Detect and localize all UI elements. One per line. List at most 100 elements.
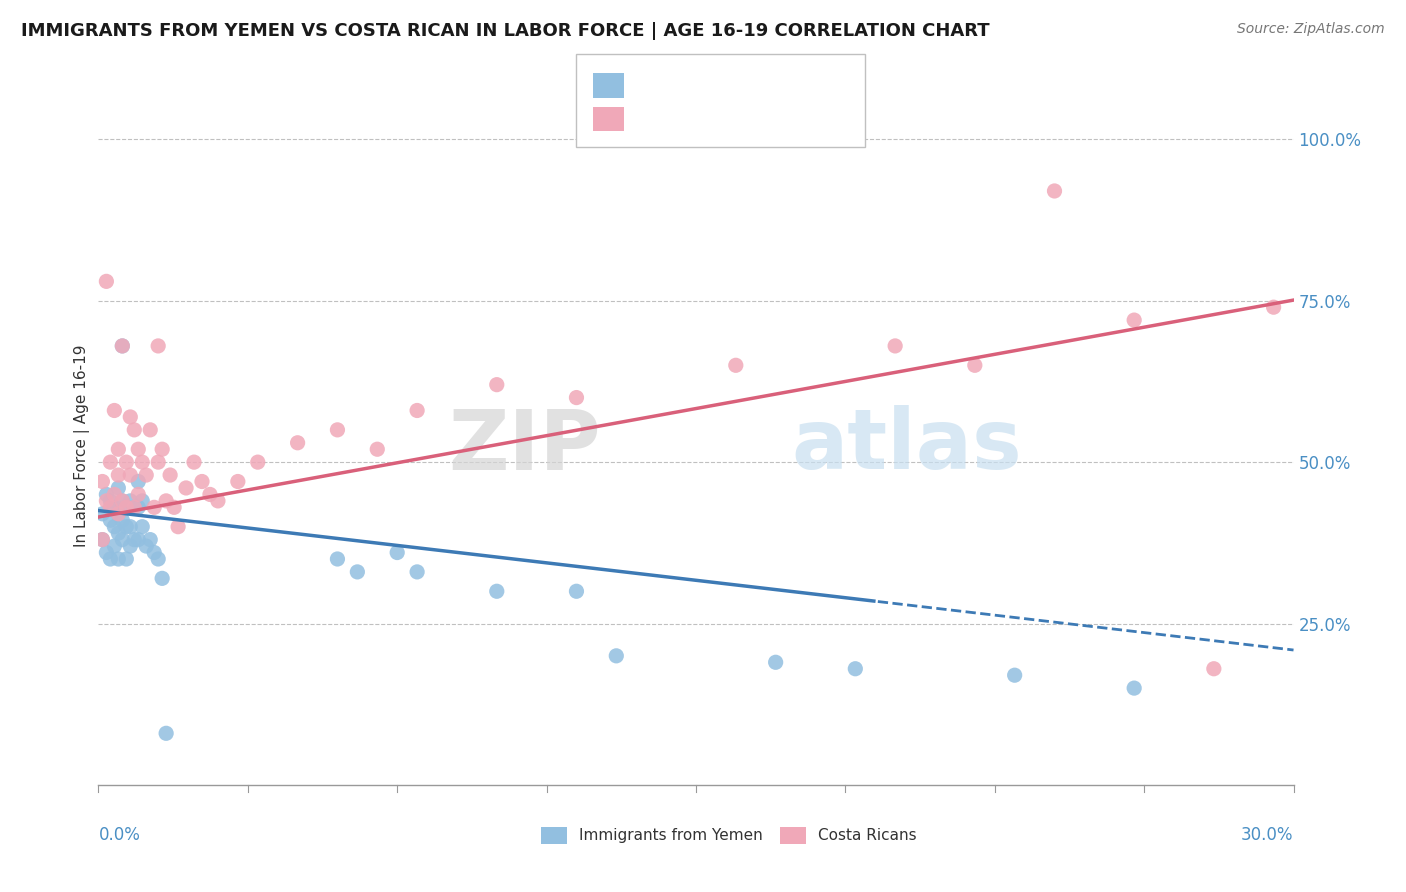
- Point: [91, 533, 114, 547]
- Text: Costa Ricans: Costa Ricans: [818, 829, 917, 843]
- Point: [207, 494, 229, 508]
- Point: [103, 539, 125, 553]
- Point: [111, 494, 134, 508]
- Point: [107, 468, 129, 483]
- Text: atlas: atlas: [792, 406, 1022, 486]
- Point: [167, 519, 190, 533]
- Text: 30.0%: 30.0%: [1241, 826, 1294, 844]
- Point: [1043, 184, 1066, 198]
- Point: [155, 494, 177, 508]
- Point: [115, 455, 138, 469]
- Point: [143, 500, 166, 515]
- Point: [127, 500, 149, 515]
- Point: [139, 423, 162, 437]
- Point: [107, 526, 129, 541]
- Point: [98, 513, 122, 527]
- Point: [143, 545, 166, 559]
- Point: [111, 513, 134, 527]
- Point: [1123, 313, 1146, 327]
- Point: [96, 494, 118, 508]
- Point: [111, 494, 134, 508]
- Point: [115, 519, 138, 533]
- Point: [326, 423, 349, 437]
- Point: [103, 403, 125, 417]
- Point: [115, 552, 138, 566]
- Point: [115, 500, 138, 515]
- Point: [98, 494, 122, 508]
- Point: [326, 552, 349, 566]
- Point: [96, 274, 118, 288]
- Point: [98, 500, 122, 515]
- Point: [174, 481, 197, 495]
- Point: [127, 475, 149, 489]
- Point: [346, 565, 368, 579]
- Text: 0.0%: 0.0%: [98, 826, 141, 844]
- Point: [98, 552, 122, 566]
- Point: [183, 455, 205, 469]
- Text: ZIP: ZIP: [449, 406, 600, 486]
- Point: [963, 359, 986, 373]
- Point: [115, 500, 138, 515]
- Point: [139, 533, 162, 547]
- Point: [844, 662, 866, 676]
- Point: [198, 487, 221, 501]
- Point: [127, 442, 149, 457]
- Point: [98, 455, 122, 469]
- Point: [385, 545, 409, 559]
- Point: [111, 533, 134, 547]
- Point: [406, 565, 429, 579]
- Point: [111, 339, 134, 353]
- Point: [148, 455, 170, 469]
- Point: [124, 533, 146, 547]
- Point: [159, 468, 181, 483]
- Point: [103, 500, 125, 515]
- Point: [565, 584, 588, 599]
- Point: [124, 500, 146, 515]
- Point: [287, 435, 309, 450]
- Y-axis label: In Labor Force | Age 16-19: In Labor Force | Age 16-19: [75, 344, 90, 548]
- Point: [1263, 300, 1285, 314]
- Point: [605, 648, 627, 663]
- Point: [131, 519, 153, 533]
- Point: [107, 481, 129, 495]
- Point: [120, 539, 142, 553]
- Text: R =  0.264  N = 52: R = 0.264 N = 52: [637, 110, 807, 128]
- Point: [1202, 662, 1225, 676]
- Point: [485, 377, 508, 392]
- Point: [103, 519, 125, 533]
- Point: [724, 359, 747, 373]
- Point: [91, 475, 114, 489]
- Point: [107, 507, 129, 521]
- Point: [107, 507, 129, 521]
- Text: R = -0.242  N = 48: R = -0.242 N = 48: [637, 76, 808, 94]
- Point: [1123, 681, 1146, 695]
- Point: [127, 533, 149, 547]
- Point: [366, 442, 388, 457]
- Point: [163, 500, 186, 515]
- Point: [226, 475, 249, 489]
- Point: [406, 403, 429, 417]
- Point: [246, 455, 269, 469]
- Point: [565, 391, 588, 405]
- Point: [135, 539, 157, 553]
- Point: [120, 468, 142, 483]
- Point: [111, 339, 134, 353]
- Point: [485, 584, 508, 599]
- Point: [150, 571, 173, 585]
- Point: [148, 339, 170, 353]
- Point: [120, 494, 142, 508]
- FancyBboxPatch shape: [779, 828, 806, 844]
- Point: [120, 519, 142, 533]
- Point: [91, 507, 114, 521]
- Point: [148, 552, 170, 566]
- Text: IMMIGRANTS FROM YEMEN VS COSTA RICAN IN LABOR FORCE | AGE 16-19 CORRELATION CHAR: IMMIGRANTS FROM YEMEN VS COSTA RICAN IN …: [21, 22, 990, 40]
- Point: [124, 423, 146, 437]
- Point: [107, 442, 129, 457]
- Point: [135, 468, 157, 483]
- Point: [150, 442, 173, 457]
- Point: [96, 545, 118, 559]
- Point: [884, 339, 907, 353]
- Point: [765, 655, 787, 669]
- Point: [91, 533, 114, 547]
- Point: [107, 552, 129, 566]
